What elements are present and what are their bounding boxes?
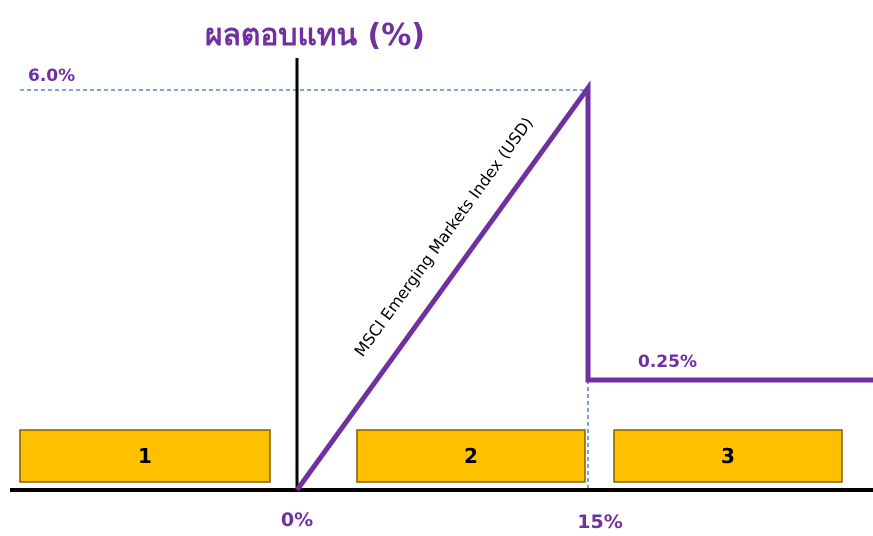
zone-box	[19, 429, 271, 483]
zone-box	[356, 429, 586, 483]
x-label: 15%	[577, 511, 622, 532]
x-label: 0%	[281, 509, 313, 531]
line-label: MSCI Emerging Markets Index (USD)	[350, 113, 536, 360]
zone-label: 3	[721, 444, 735, 468]
cap-label: 6.0%	[28, 66, 75, 86]
payoff-line	[294, 80, 873, 492]
zone-label: 2	[464, 444, 478, 468]
title: ผลตอบแทน (%)	[205, 18, 425, 53]
floor-label: 0.25%	[638, 352, 697, 372]
zone-box	[613, 429, 843, 483]
zone-label: 1	[138, 444, 152, 468]
